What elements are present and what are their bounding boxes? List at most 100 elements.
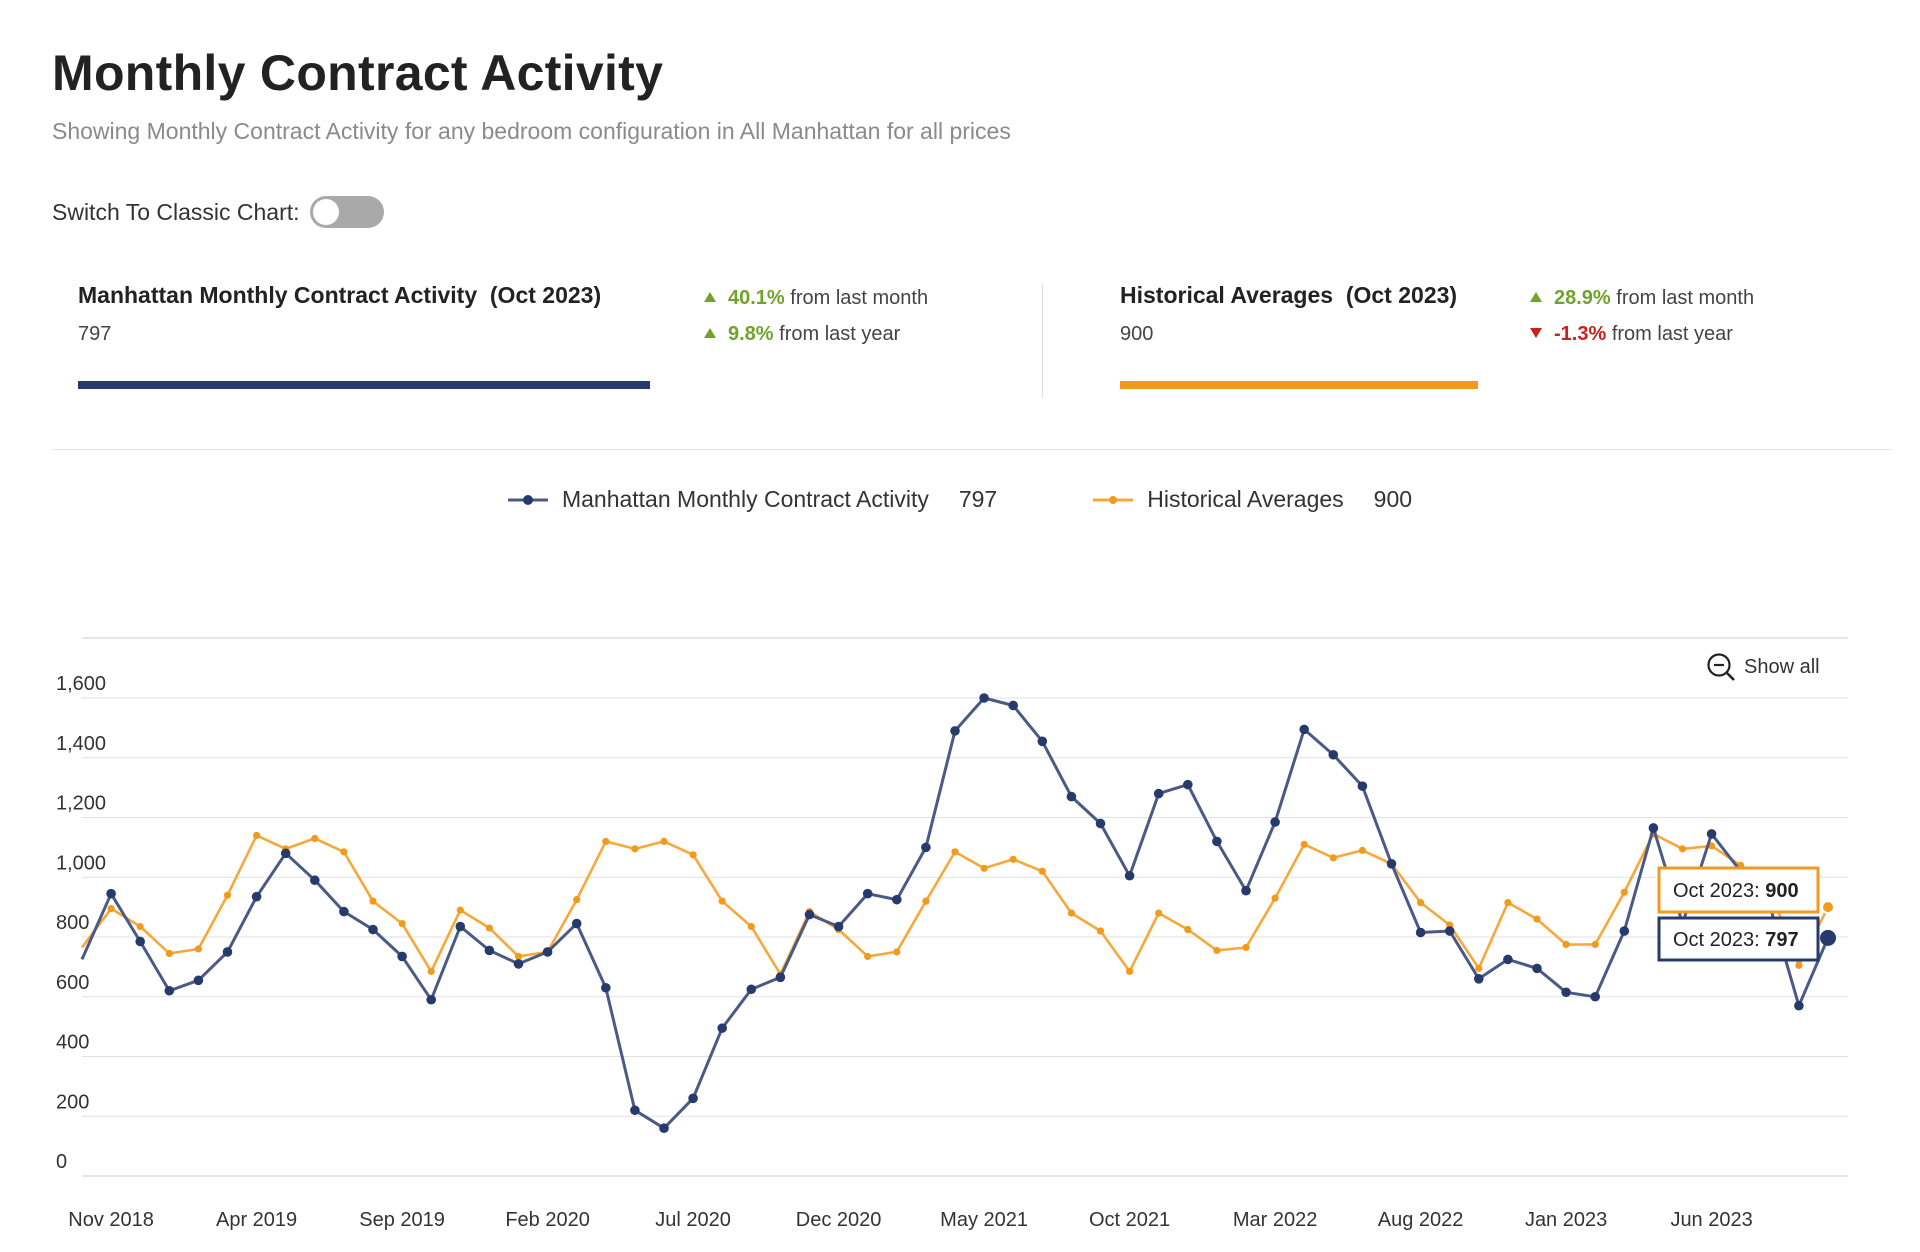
average-point[interactable]	[951, 848, 959, 856]
average-point[interactable]	[340, 848, 348, 856]
average-point[interactable]	[1475, 964, 1483, 972]
activity-point[interactable]	[251, 891, 262, 902]
average-point[interactable]	[689, 851, 697, 859]
average-point[interactable]	[1533, 915, 1541, 923]
average-point[interactable]	[631, 845, 639, 853]
activity-point[interactable]	[484, 945, 495, 956]
average-point[interactable]	[369, 897, 377, 905]
activity-point[interactable]	[1270, 817, 1280, 827]
activity-point[interactable]	[921, 842, 931, 853]
activity-point[interactable]	[280, 848, 291, 859]
activity-point[interactable]	[222, 947, 233, 957]
activity-point[interactable]	[1415, 927, 1426, 938]
average-point[interactable]	[893, 948, 901, 956]
line-chart[interactable]: 0 200 400 600 800 1,000 1,200 1,400 1,600 Nov 20…	[0, 620, 1920, 1252]
activity-point[interactable]	[1153, 788, 1164, 799]
activity-point[interactable]	[1561, 987, 1571, 998]
average-point[interactable]	[485, 924, 493, 932]
activity-point[interactable]	[1820, 929, 1836, 946]
activity-point[interactable]	[746, 984, 757, 995]
activity-point[interactable]	[659, 1123, 669, 1133]
average-point[interactable]	[660, 837, 668, 845]
average-point[interactable]	[1271, 894, 1279, 902]
activity-point[interactable]	[862, 888, 873, 899]
average-point[interactable]	[1155, 909, 1163, 917]
average-point[interactable]	[165, 949, 173, 958]
average-point[interactable]	[1184, 925, 1192, 934]
average-point[interactable]	[1038, 867, 1046, 875]
activity-point[interactable]	[833, 921, 844, 932]
activity-point[interactable]	[1386, 859, 1397, 869]
activity-point[interactable]	[979, 693, 989, 703]
average-point[interactable]	[1504, 899, 1512, 907]
average-point[interactable]	[718, 897, 726, 905]
activity-point[interactable]	[426, 994, 437, 1005]
average-point[interactable]	[573, 896, 581, 904]
average-point[interactable]	[1591, 940, 1599, 949]
activity-point[interactable]	[542, 947, 553, 957]
activity-point[interactable]	[1706, 829, 1717, 839]
activity-point[interactable]	[1299, 724, 1309, 735]
average-point[interactable]	[223, 891, 232, 899]
activity-point[interactable]	[455, 921, 466, 932]
average-point[interactable]	[311, 834, 319, 843]
average-point[interactable]	[922, 897, 930, 905]
activity-point[interactable]	[1619, 926, 1630, 936]
activity-point[interactable]	[630, 1105, 640, 1116]
activity-point[interactable]	[106, 888, 116, 899]
activity-point[interactable]	[1212, 836, 1222, 847]
average-point[interactable]	[514, 952, 523, 961]
activity-point[interactable]	[1183, 779, 1193, 790]
show-all-button[interactable]: Show all	[1706, 652, 1820, 682]
activity-point[interactable]	[193, 975, 204, 986]
activity-point[interactable]	[368, 924, 378, 935]
activity-point[interactable]	[1066, 791, 1077, 802]
activity-point[interactable]	[1532, 963, 1542, 974]
activity-point[interactable]	[804, 909, 815, 920]
average-point[interactable]	[253, 831, 261, 840]
activity-point[interactable]	[1474, 974, 1484, 984]
average-point[interactable]	[456, 906, 464, 914]
activity-point[interactable]	[1008, 700, 1018, 711]
activity-point[interactable]	[1037, 736, 1048, 747]
activity-point[interactable]	[1328, 749, 1339, 760]
activity-point[interactable]	[1124, 870, 1135, 881]
average-point[interactable]	[1126, 967, 1134, 975]
legend-item-historical[interactable]: Historical Averages 900	[1093, 486, 1412, 513]
activity-point[interactable]	[135, 936, 145, 947]
average-point[interactable]	[1562, 940, 1570, 949]
activity-point[interactable]	[717, 1023, 727, 1033]
activity-point[interactable]	[1444, 926, 1455, 936]
activity-point[interactable]	[1794, 1000, 1804, 1011]
activity-point[interactable]	[339, 906, 349, 917]
average-point[interactable]	[1067, 909, 1075, 917]
activity-point[interactable]	[950, 726, 960, 736]
average-point[interactable]	[136, 922, 144, 931]
average-point[interactable]	[194, 945, 202, 953]
average-point[interactable]	[1417, 899, 1425, 907]
average-point[interactable]	[747, 922, 755, 931]
average-point[interactable]	[107, 905, 115, 913]
activity-point[interactable]	[310, 875, 320, 886]
activity-point[interactable]	[1648, 823, 1659, 833]
classic-chart-toggle[interactable]	[309, 196, 384, 228]
average-point[interactable]	[1242, 943, 1250, 952]
average-point[interactable]	[1096, 927, 1105, 935]
activity-point[interactable]	[1241, 885, 1251, 896]
average-point[interactable]	[1821, 900, 1835, 915]
activity-point[interactable]	[775, 972, 786, 983]
average-point[interactable]	[1329, 854, 1337, 862]
activity-point[interactable]	[688, 1093, 698, 1104]
average-point[interactable]	[1213, 946, 1221, 955]
activity-point[interactable]	[1590, 991, 1600, 1002]
average-point[interactable]	[1678, 845, 1687, 853]
average-point[interactable]	[1358, 846, 1366, 854]
activity-point[interactable]	[571, 918, 582, 929]
activity-point[interactable]	[397, 951, 407, 962]
activity-point[interactable]	[1503, 954, 1513, 965]
average-point[interactable]	[398, 919, 406, 928]
activity-point[interactable]	[601, 982, 611, 993]
activity-point[interactable]	[1357, 781, 1368, 791]
activity-point[interactable]	[164, 985, 175, 996]
activity-point[interactable]	[892, 894, 902, 905]
